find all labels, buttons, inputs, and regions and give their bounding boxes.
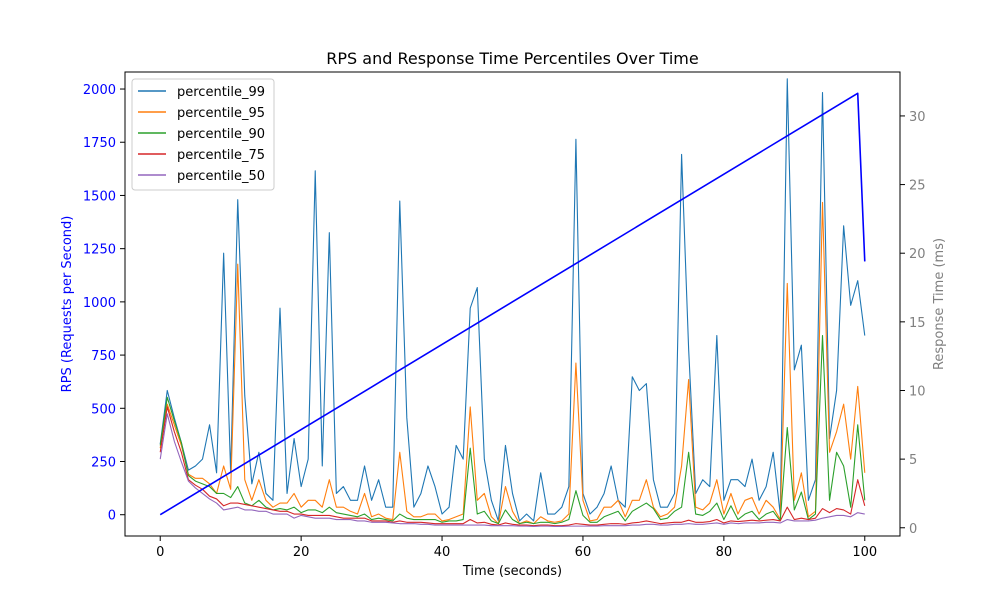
x-axis-title: Time (seconds)	[462, 564, 562, 579]
x-tick-label: 80	[716, 545, 733, 560]
x-tick-label: 20	[293, 545, 310, 560]
x-tick-label: 0	[156, 545, 164, 560]
legend-label-percentile-90: percentile_90	[177, 127, 265, 142]
legend-label-percentile-75: percentile_75	[177, 148, 265, 163]
left-y-tick-label: 1000	[83, 296, 116, 311]
left-y-tick-label: 750	[91, 349, 116, 364]
right-y-tick-label: 15	[909, 316, 926, 331]
left-y-tick-label: 500	[91, 402, 116, 417]
rps-line	[159, 92, 866, 516]
legend-label-percentile-95: percentile_95	[177, 106, 265, 121]
right-y-tick-label: 5	[909, 453, 917, 468]
left-y-tick-label: 2000	[83, 83, 116, 98]
legend-frame	[131, 78, 275, 191]
left-y-tick-label: 1500	[83, 189, 116, 204]
right-y-tick-label: 0	[909, 522, 917, 537]
left-y-axis-title: RPS (Requests per Second)	[60, 216, 75, 393]
series-line-percentile-90	[159, 335, 866, 525]
chart-title: RPS and Response Time Percentiles Over T…	[326, 49, 698, 68]
right-y-tick-label: 20	[909, 247, 926, 262]
series-line-percentile-75	[159, 406, 866, 527]
x-tick-label: 60	[575, 545, 592, 560]
left-y-tick-label: 0	[108, 509, 116, 524]
left-y-tick-label: 1750	[83, 136, 116, 151]
legend: percentile_99 percentile_95 percentile_90p…	[131, 78, 275, 191]
right-y-tick-label: 25	[909, 179, 926, 194]
right-y-tick-label: 10	[909, 384, 926, 399]
plot-frame	[124, 71, 901, 537]
series-line-percentile-95	[159, 201, 866, 525]
right-y-tick-label: 30	[909, 110, 926, 125]
x-axis: 0 20 40 60 80 100	[156, 536, 877, 560]
legend-items: percentile_99 percentile_95 percentile_90p…	[138, 85, 265, 184]
series-layer	[159, 78, 866, 527]
left-y-tick-label: 1250	[83, 243, 116, 258]
series-line-percentile-99	[159, 78, 866, 522]
x-tick-label: 100	[852, 545, 877, 560]
legend-label-percentile-99: percentile_99	[177, 85, 265, 100]
right-y-axis-title: Response Time (ms)	[932, 238, 947, 370]
rps-layer	[159, 92, 866, 516]
left-y-tick-label: 250	[91, 456, 116, 471]
left-y-axis: 0 250 500 750 1000 1250 1500 1750 2000	[83, 83, 125, 524]
x-tick-label: 40	[434, 545, 451, 560]
legend-label-percentile-50: percentile_50	[177, 169, 265, 184]
series-line-percentile-50	[159, 413, 865, 527]
right-y-axis: 0 5 10 15 20 25 30	[900, 110, 926, 537]
